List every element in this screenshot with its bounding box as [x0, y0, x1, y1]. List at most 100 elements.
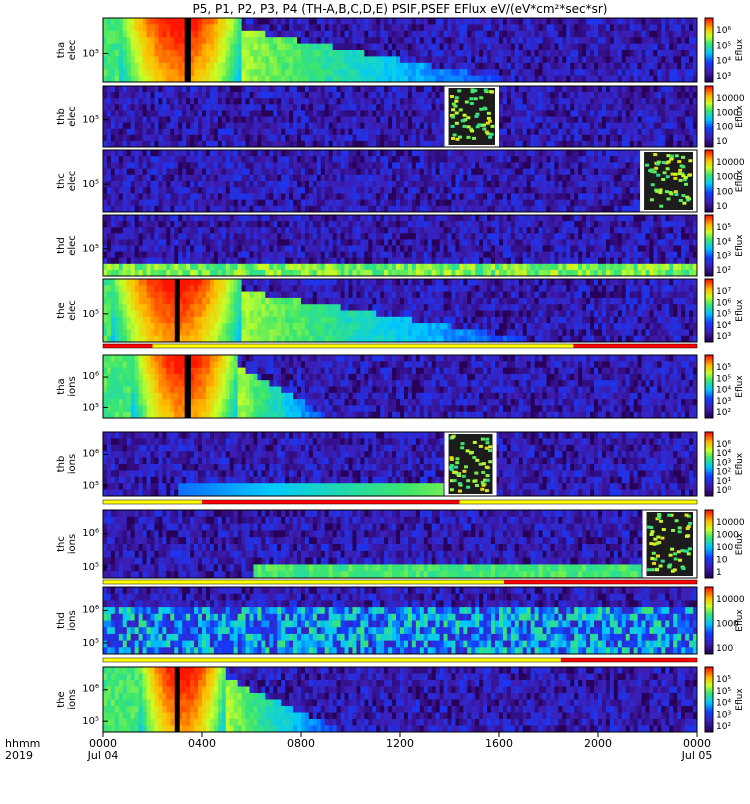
x-tick-label: 0800 — [287, 737, 315, 750]
y-tick-label: 10⁵ — [82, 402, 99, 413]
colorbar-tick-label: 10⁶ — [716, 26, 731, 36]
y-tick-label: 10⁶ — [82, 684, 99, 695]
time-axis-row2-label: 2019 — [5, 749, 33, 762]
figure-title: P5, P1, P2, P3, P4 (TH-A,B,C,D,E) PSIF,P… — [193, 2, 608, 16]
colorbar-tick-label: 10000 — [716, 595, 745, 605]
panel-name-label: theelec — [56, 300, 78, 321]
y-tick-label: 10⁵ — [82, 716, 99, 727]
colorbar-label: Eflux — [735, 688, 745, 711]
data-gap — [175, 667, 180, 732]
state-bar-red-span — [561, 658, 697, 662]
colorbar-tick-label: 10³ — [716, 397, 731, 407]
panel-image — [103, 355, 698, 419]
panel-image — [103, 667, 698, 733]
colorbar-tick-label: 10000 — [716, 94, 745, 104]
panel-name-label: thdelec — [56, 235, 78, 256]
colorbar-tick-label: 1 — [716, 568, 722, 578]
colorbar-tick-label: 10³ — [716, 252, 731, 262]
colorbar-tick-label: 10000 — [716, 158, 745, 168]
x-tick-label: 0400 — [188, 737, 216, 750]
colorbar-label: Eflux — [735, 299, 745, 322]
panel-name-label: theions — [56, 689, 78, 709]
colorbar-label: Eflux — [735, 375, 745, 398]
y-tick-label: 10⁵ — [82, 48, 99, 59]
state-bar-red-span — [573, 344, 697, 348]
colorbar-tick-label: 10⁶ — [716, 298, 731, 308]
state-bar-red-span — [504, 580, 697, 584]
data-gap — [185, 355, 191, 418]
state-bar-red-span — [202, 500, 459, 504]
y-tick-label: 10⁵ — [82, 480, 99, 491]
panel-name-label: thcelec — [56, 171, 78, 192]
y-tick-label: 10⁵ — [82, 309, 99, 320]
date-label-end: Jul 05 — [681, 749, 713, 762]
colorbar-tick-label: 10 — [716, 556, 728, 566]
y-tick-label: 10⁶ — [82, 528, 99, 539]
x-tick-label: 2000 — [584, 737, 612, 750]
panel-image — [103, 18, 698, 83]
colorbar-label: Eflux — [735, 452, 745, 475]
colorbar-tick-label: 10² — [716, 266, 731, 276]
colorbar-tick-label: 100 — [716, 543, 733, 553]
colorbar-tick-label: 10⁴ — [716, 321, 731, 331]
colorbar-tick-label: 10⁴ — [716, 386, 731, 396]
data-gap — [175, 279, 180, 342]
data-gap — [185, 18, 191, 82]
colorbar-tick-label: 100 — [716, 123, 733, 133]
y-tick-label: 10⁶ — [82, 604, 99, 615]
colorbar-tick-label: 10³ — [716, 710, 731, 720]
colorbar-tick-label: 10⁵ — [716, 363, 731, 373]
colorbar-tick-label: 10 — [716, 137, 728, 147]
colorbar-tick-label: 10⁵ — [716, 41, 731, 51]
x-tick-label: 1200 — [386, 737, 414, 750]
colorbar-tick-label: 100 — [716, 187, 733, 197]
panel-name-label: thbions — [56, 454, 78, 474]
y-tick-label: 10⁶ — [82, 371, 99, 382]
colorbar-tick-label: 10⁴ — [716, 57, 731, 67]
panel-name-label: thaions — [56, 376, 78, 396]
date-label-start: Jul 04 — [87, 749, 119, 762]
colorbar-tick-label: 10⁵ — [716, 675, 731, 685]
colorbar-tick-label: 10 — [716, 202, 728, 212]
panel-name-label: thdions — [56, 610, 78, 630]
colorbar-label: Eflux — [735, 38, 745, 61]
panel-image — [103, 150, 698, 213]
y-tick-label: 10⁵ — [82, 244, 99, 255]
state-bar-red-span — [103, 344, 153, 348]
panel-name-label: thaelec — [56, 40, 78, 61]
y-tick-label: 10⁵ — [82, 115, 99, 126]
colorbar-tick-label: 10⁴ — [716, 699, 731, 709]
colorbar-label: Eflux — [735, 169, 745, 192]
colorbar-tick-label: 10000 — [716, 518, 745, 528]
colorbar-tick-label: 10⁴ — [716, 237, 731, 247]
panel-image — [103, 86, 698, 148]
colorbar-tick-label: 10³ — [716, 332, 731, 342]
colorbar-tick-label: 10⁷ — [716, 287, 731, 297]
colorbar-label: Eflux — [735, 609, 745, 632]
colorbar-label: Eflux — [735, 105, 745, 128]
x-tick-label: 1600 — [485, 737, 513, 750]
colorbar-tick-label: 10⁵ — [716, 310, 731, 320]
colorbar-tick-label: 10⁰ — [716, 486, 731, 496]
colorbar-tick-label: 10² — [716, 722, 731, 732]
